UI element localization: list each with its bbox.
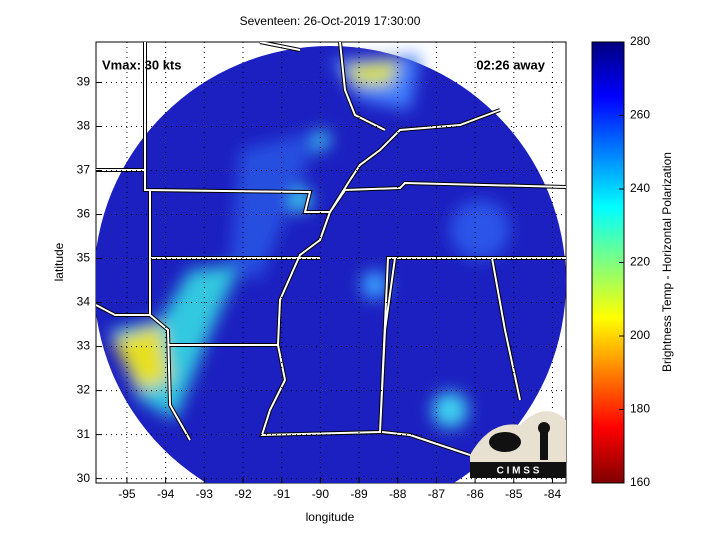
colorbar-tick-label: 220 bbox=[630, 255, 650, 269]
colorbar-label: Brightness Temp - Horizontal Polarizatio… bbox=[660, 152, 674, 372]
x-tick-label: -91 bbox=[273, 487, 291, 501]
y-tick-label: 39 bbox=[77, 75, 91, 89]
colorbar-tick-label: 280 bbox=[630, 34, 650, 48]
y-tick-label: 36 bbox=[77, 207, 91, 221]
y-tick-label: 31 bbox=[77, 427, 91, 441]
x-tick-label: -95 bbox=[118, 487, 136, 501]
swath-features bbox=[110, 55, 510, 428]
colorbar-tick-label: 260 bbox=[630, 108, 650, 122]
x-axis-label: longitude bbox=[306, 510, 355, 524]
x-tick-label: -88 bbox=[389, 487, 407, 501]
colorbar-tick-label: 240 bbox=[630, 181, 650, 195]
x-tick-label: -85 bbox=[505, 487, 523, 501]
y-tick-label: 30 bbox=[77, 471, 91, 485]
y-tick-label: 32 bbox=[77, 383, 91, 397]
x-tick-label: -92 bbox=[234, 487, 252, 501]
title: Seventeen: 26-Oct-2019 17:30:00 bbox=[240, 14, 421, 28]
map bbox=[96, 42, 566, 483]
x-tick-label: -86 bbox=[466, 487, 484, 501]
x-tick-label: -94 bbox=[157, 487, 175, 501]
x-tick-label: -84 bbox=[544, 487, 562, 501]
y-tick-label: 33 bbox=[77, 339, 91, 353]
annotation: 02:26 away bbox=[476, 57, 545, 72]
y-tick-label: 35 bbox=[77, 251, 91, 265]
colorbar-tick-label: 200 bbox=[630, 328, 650, 342]
x-tick-label: -87 bbox=[428, 487, 446, 501]
colorbar-tick-label: 180 bbox=[630, 402, 650, 416]
y-tick-label: 38 bbox=[77, 119, 91, 133]
x-tick-label: -90 bbox=[312, 487, 330, 501]
swath bbox=[96, 46, 566, 483]
y-tick-label: 37 bbox=[77, 163, 91, 177]
borders bbox=[96, 42, 566, 457]
x-tick-label: -89 bbox=[350, 487, 368, 501]
colorbar-tick-label: 160 bbox=[630, 475, 650, 489]
annotation: Vmax: 30 kts bbox=[102, 57, 182, 72]
x-tick-label: -93 bbox=[196, 487, 214, 501]
y-tick-label: 34 bbox=[77, 295, 91, 309]
logo-text: C I M S S bbox=[497, 466, 540, 477]
y-axis-label: latitude bbox=[52, 242, 66, 281]
logo: C I M S S bbox=[470, 411, 566, 478]
grid bbox=[96, 42, 566, 483]
